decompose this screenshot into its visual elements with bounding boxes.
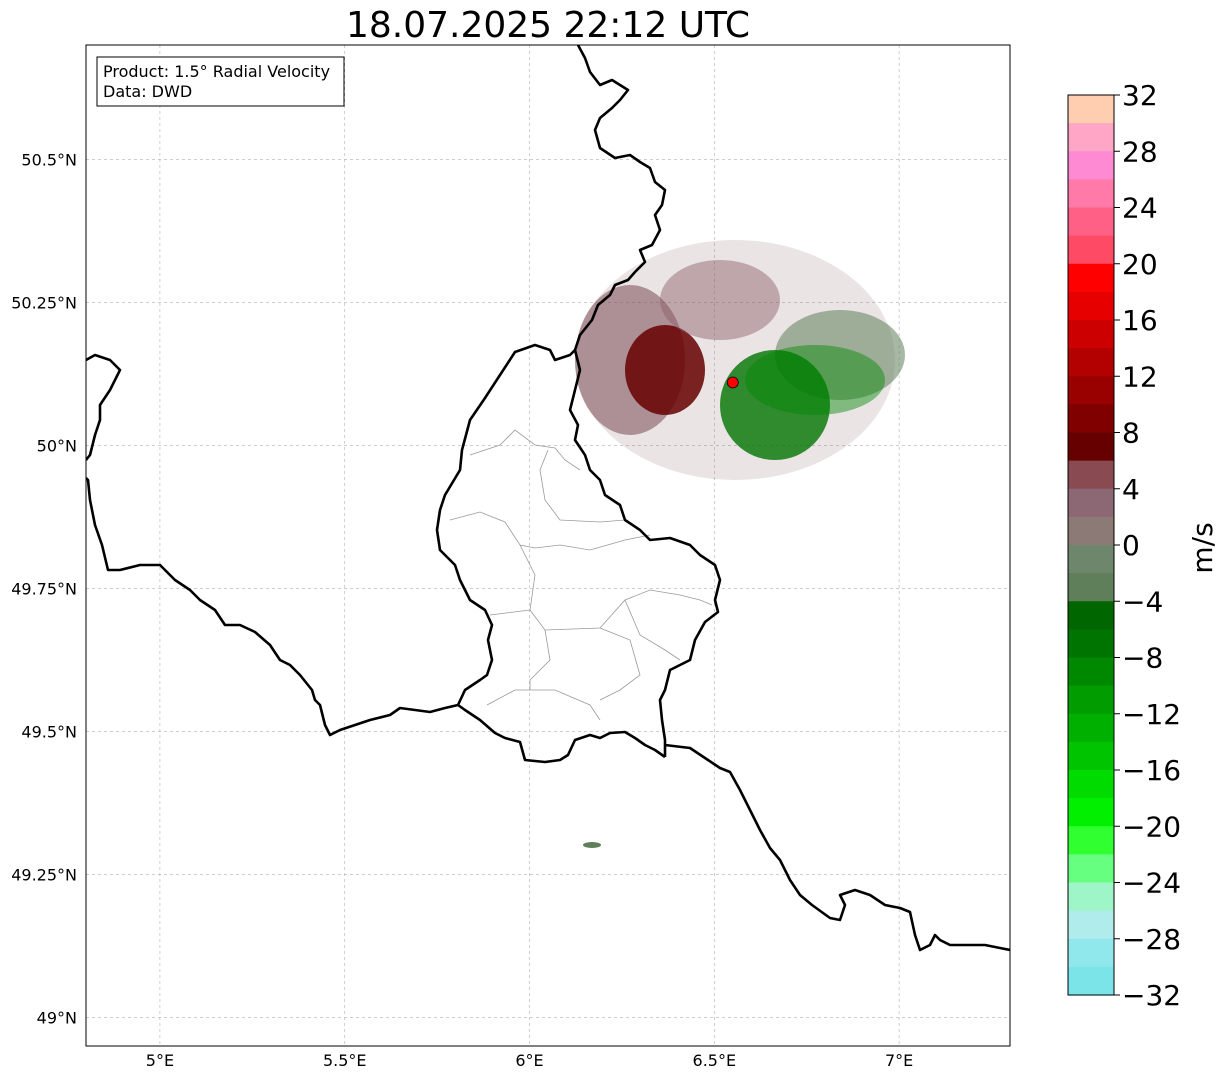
colorbar-segment — [1068, 629, 1114, 659]
colorbar-segment — [1068, 573, 1114, 602]
colorbar-segment — [1068, 235, 1114, 265]
colorbar-tick-label: −8 — [1122, 642, 1163, 675]
info-box: Product: 1.5° Radial Velocity Data: DWD — [96, 56, 345, 107]
colorbar-tick-label: 32 — [1122, 79, 1158, 112]
colorbar-segment — [1068, 685, 1114, 715]
colorbar-segment — [1068, 516, 1114, 546]
colorbar-tick-label: −32 — [1122, 979, 1181, 1012]
colorbar-segment — [1068, 488, 1114, 518]
colorbar-segment — [1068, 854, 1114, 884]
echo-receding-fringe — [745, 345, 885, 415]
colorbar-tick-label: −16 — [1122, 754, 1181, 787]
longitude-labels: 5°E 5.5°E 6°E 6.5°E 7°E — [146, 1051, 913, 1070]
colorbar-segment — [1068, 657, 1114, 687]
colorbar-unit-label: m/s — [1186, 522, 1219, 573]
lat-tick-label: 49°N — [37, 1008, 77, 1027]
radar-site-marker — [726, 376, 739, 389]
colorbar-tick-label: 8 — [1122, 417, 1140, 450]
echo-receding-core — [720, 350, 830, 460]
colorbar-segment — [1068, 460, 1114, 490]
map-title: 18.07.2025 22:12 UTC — [345, 5, 751, 46]
info-product: Product: 1.5° Radial Velocity — [103, 62, 330, 81]
colorbar-tick-label: 20 — [1122, 248, 1158, 281]
map-plot-area — [86, 45, 1010, 1046]
colorbar-tick-label: −12 — [1122, 698, 1181, 731]
plot-frame — [85, 44, 1011, 1047]
colorbar-segment — [1068, 320, 1114, 349]
borders-major — [86, 45, 1010, 952]
colorbar-segment — [1068, 95, 1114, 124]
lat-tick-label: 50.25°N — [11, 293, 77, 312]
colorbar-tick-label: −4 — [1122, 585, 1163, 618]
lat-tick-label: 49.25°N — [11, 865, 77, 884]
lat-tick-label: 50.5°N — [21, 150, 77, 169]
colorbar-segment — [1068, 545, 1114, 574]
colorbar — [1067, 94, 1115, 996]
borders-minor — [449, 429, 713, 721]
colorbar-tick-label: 4 — [1122, 473, 1140, 506]
colorbar-segment — [1068, 151, 1114, 180]
gridlines — [86, 45, 1010, 1046]
colorbar-ticks: 32 28 24 20 16 12 8 4 0 −4 −8 −12 −16 −20 −24 −28 −32 — [1114, 79, 1181, 1012]
colorbar-segment — [1068, 376, 1114, 405]
lat-tick-label: 49.75°N — [11, 579, 77, 598]
colorbar-segment — [1068, 123, 1114, 152]
colorbar-segment — [1068, 938, 1114, 968]
colorbar-segment — [1068, 741, 1114, 771]
colorbar-segment — [1068, 826, 1114, 855]
echo-approaching-north — [660, 260, 780, 340]
colorbar-tick-label: −28 — [1122, 923, 1181, 956]
colorbar-segment — [1068, 910, 1114, 940]
info-source: Data: DWD — [103, 82, 192, 101]
lon-tick-label: 5°E — [146, 1051, 174, 1070]
colorbar-tick-label: 16 — [1122, 304, 1158, 337]
colorbar-segment — [1068, 966, 1114, 996]
radar-echoes — [575, 240, 905, 848]
lon-tick-label: 7°E — [885, 1051, 913, 1070]
colorbar-segment — [1068, 179, 1114, 209]
colorbar-segment — [1068, 404, 1114, 434]
colorbar-tick-label: 24 — [1122, 192, 1158, 225]
lat-tick-label: 50°N — [37, 436, 77, 455]
colorbar-tick-label: 28 — [1122, 135, 1158, 168]
lon-tick-label: 6.5°E — [693, 1051, 737, 1070]
colorbar-tick-label: 0 — [1122, 529, 1140, 562]
info-box-frame — [96, 56, 345, 107]
echo-isolated-south — [583, 842, 601, 848]
lon-tick-label: 5.5°E — [323, 1051, 367, 1070]
latitude-labels: 50.5°N 50.25°N 50°N 49.75°N 49.5°N 49.25°N 49°… — [11, 150, 77, 1027]
colorbar-tick-label: 12 — [1122, 360, 1158, 393]
colorbar-tick-label: −24 — [1122, 867, 1181, 900]
echo-approaching-core — [625, 325, 705, 415]
colorbar-segment — [1068, 432, 1114, 462]
colorbar-segment — [1068, 348, 1114, 377]
colorbar-segment — [1068, 882, 1114, 912]
colorbar-tick-label: −20 — [1122, 810, 1181, 843]
colorbar-segment — [1068, 601, 1114, 630]
lat-tick-label: 49.5°N — [21, 722, 77, 741]
colorbar-segment — [1068, 713, 1114, 743]
colorbar-segment — [1068, 798, 1114, 827]
colorbar-segment — [1068, 291, 1114, 321]
colorbar-segment — [1068, 207, 1114, 237]
colorbar-segment — [1068, 263, 1114, 293]
colorbar-segment — [1068, 770, 1114, 799]
lon-tick-label: 6°E — [515, 1051, 543, 1070]
